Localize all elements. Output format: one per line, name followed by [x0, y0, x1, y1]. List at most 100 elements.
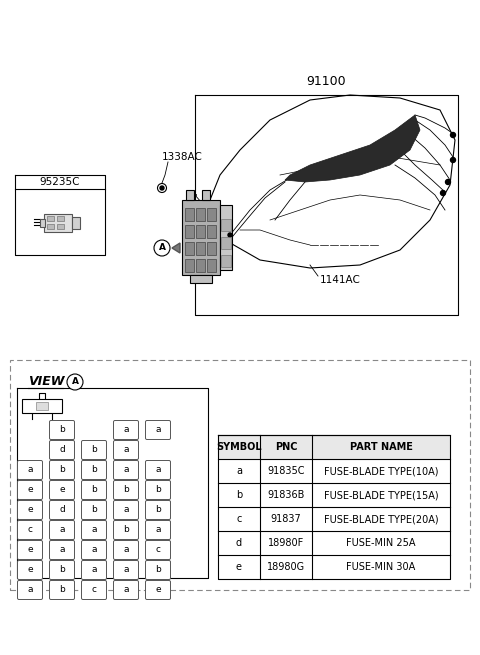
Bar [196, 225, 205, 238]
Circle shape [451, 132, 456, 138]
Text: e: e [27, 485, 33, 495]
FancyBboxPatch shape [82, 561, 107, 580]
FancyBboxPatch shape [145, 500, 170, 519]
Text: b: b [59, 586, 65, 595]
Text: 1338AC: 1338AC [162, 152, 203, 162]
Bar [47, 224, 54, 229]
Bar [57, 224, 64, 229]
Text: e: e [155, 586, 161, 595]
Bar [185, 208, 194, 221]
Text: a: a [236, 466, 242, 476]
Bar [72, 217, 80, 229]
Text: c: c [156, 546, 160, 555]
Bar [182, 200, 220, 275]
Text: a: a [91, 565, 97, 574]
Circle shape [226, 240, 230, 244]
Text: 91837: 91837 [271, 514, 301, 524]
Bar [190, 275, 212, 283]
Text: 18980G: 18980G [267, 562, 305, 572]
FancyBboxPatch shape [17, 540, 43, 559]
Text: a: a [27, 466, 33, 474]
Bar [44, 214, 72, 232]
FancyBboxPatch shape [17, 481, 43, 500]
Circle shape [67, 374, 83, 390]
Text: c: c [236, 514, 242, 524]
Circle shape [441, 191, 445, 195]
Text: FUSE-BLADE TYPE(15A): FUSE-BLADE TYPE(15A) [324, 490, 438, 500]
Circle shape [154, 240, 170, 256]
FancyBboxPatch shape [82, 481, 107, 500]
Bar [196, 242, 205, 255]
FancyBboxPatch shape [113, 580, 139, 599]
Text: b: b [59, 565, 65, 574]
FancyBboxPatch shape [49, 561, 74, 580]
Bar [220, 205, 232, 270]
FancyBboxPatch shape [113, 441, 139, 460]
Text: FUSE-MIN 25A: FUSE-MIN 25A [346, 538, 416, 548]
Text: FUSE-MIN 30A: FUSE-MIN 30A [347, 562, 416, 572]
FancyBboxPatch shape [113, 561, 139, 580]
FancyBboxPatch shape [113, 460, 139, 479]
Text: a: a [91, 546, 97, 555]
Text: a: a [123, 445, 129, 455]
FancyBboxPatch shape [145, 540, 170, 559]
FancyBboxPatch shape [113, 521, 139, 540]
Text: 1141AC: 1141AC [320, 275, 361, 285]
FancyBboxPatch shape [113, 421, 139, 440]
Text: c: c [92, 586, 96, 595]
Polygon shape [285, 115, 420, 182]
Text: a: a [155, 426, 161, 434]
Bar [196, 259, 205, 272]
FancyBboxPatch shape [49, 540, 74, 559]
Bar [196, 208, 205, 221]
Bar [202, 190, 210, 200]
Text: 91100: 91100 [307, 75, 346, 88]
Bar [185, 259, 194, 272]
FancyBboxPatch shape [82, 500, 107, 519]
Text: a: a [59, 525, 65, 534]
Bar [207, 208, 216, 221]
Text: b: b [91, 506, 97, 514]
Bar [186, 190, 194, 200]
Text: SYMBOL: SYMBOL [216, 442, 262, 452]
FancyBboxPatch shape [82, 580, 107, 599]
Text: e: e [236, 562, 242, 572]
Circle shape [445, 179, 451, 185]
FancyBboxPatch shape [145, 580, 170, 599]
FancyBboxPatch shape [145, 460, 170, 479]
Bar [47, 216, 54, 221]
Text: d: d [59, 506, 65, 514]
FancyBboxPatch shape [17, 561, 43, 580]
FancyBboxPatch shape [82, 460, 107, 479]
FancyBboxPatch shape [49, 481, 74, 500]
Circle shape [451, 157, 456, 162]
Circle shape [228, 233, 232, 237]
Text: b: b [91, 485, 97, 495]
Bar [10, 360, 470, 590]
FancyBboxPatch shape [17, 460, 43, 479]
Text: b: b [91, 466, 97, 474]
Bar [185, 225, 194, 238]
FancyBboxPatch shape [145, 561, 170, 580]
Bar [40, 219, 45, 227]
Text: a: a [27, 586, 33, 595]
FancyBboxPatch shape [17, 580, 43, 599]
Text: a: a [155, 466, 161, 474]
FancyBboxPatch shape [82, 540, 107, 559]
Text: b: b [236, 490, 242, 500]
FancyBboxPatch shape [49, 500, 74, 519]
Text: c: c [27, 525, 33, 534]
Text: e: e [59, 485, 65, 495]
Text: e: e [27, 546, 33, 555]
Text: 91836B: 91836B [267, 490, 305, 500]
Text: a: a [123, 586, 129, 595]
Circle shape [160, 186, 164, 190]
Text: b: b [59, 466, 65, 474]
Text: FUSE-BLADE TYPE(10A): FUSE-BLADE TYPE(10A) [324, 466, 438, 476]
FancyBboxPatch shape [49, 460, 74, 479]
Bar [221, 255, 231, 267]
Text: b: b [59, 426, 65, 434]
Text: A: A [72, 377, 79, 386]
Text: A: A [158, 244, 166, 252]
FancyBboxPatch shape [145, 421, 170, 440]
